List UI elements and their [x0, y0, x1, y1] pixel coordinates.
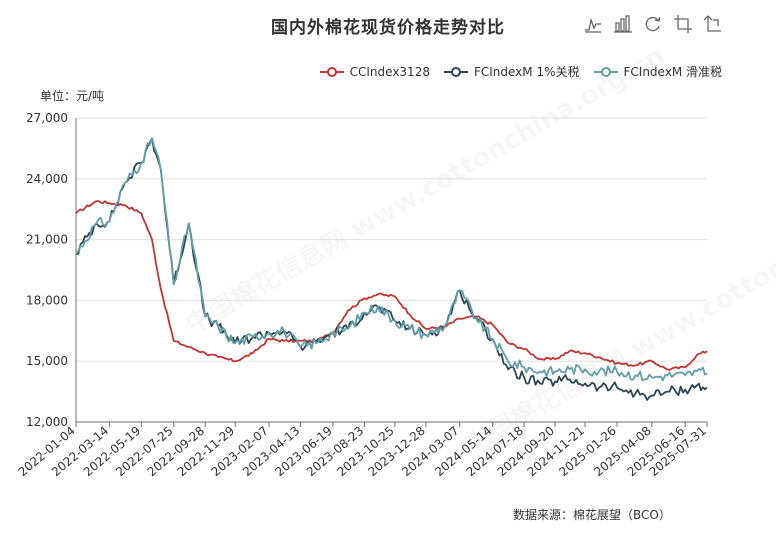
- legend-item-fcindex-sliding[interactable]: FCIndexM 滑准税: [593, 63, 723, 80]
- line-chart-icon[interactable]: [583, 14, 603, 34]
- legend: CCIndex3128 FCIndexM 1%关税 FCIndexM 滑准税: [319, 63, 723, 80]
- y-axis-unit-label: 单位：元/吨: [40, 89, 105, 103]
- legend-label-ccindex: CCIndex3128: [349, 64, 430, 79]
- legend-swatch-fcindex-sliding: [593, 66, 618, 77]
- crop-icon[interactable]: [673, 14, 693, 34]
- toolbox: [583, 14, 723, 34]
- legend-swatch-ccindex: [319, 66, 344, 77]
- refresh-icon[interactable]: [643, 14, 663, 34]
- source-text: 数据来源：棉花展望（BCO）: [513, 508, 671, 522]
- legend-item-ccindex[interactable]: CCIndex3128: [319, 63, 430, 80]
- series-line: [75, 200, 708, 371]
- legend-swatch-fcindex-1pct: [443, 66, 468, 77]
- y-tick-label: 21,000: [26, 233, 68, 247]
- y-tick-label: 15,000: [26, 354, 68, 368]
- chart-title: 国内外棉花现货价格走势对比: [271, 18, 505, 38]
- y-tick-label: 24,000: [26, 172, 68, 186]
- y-tick-label: 18,000: [26, 293, 68, 307]
- series-line: [75, 137, 708, 382]
- legend-label-fcindex-1pct: FCIndexM 1%关税: [473, 65, 580, 79]
- bar-chart-icon[interactable]: [613, 14, 633, 34]
- y-tick-label: 27,000: [26, 111, 68, 125]
- legend-label-fcindex-sliding: FCIndexM 滑准税: [623, 65, 723, 79]
- legend-item-fcindex-1pct[interactable]: FCIndexM 1%关税: [443, 63, 580, 80]
- y-tick-label: 12,000: [26, 415, 68, 429]
- undo-icon[interactable]: [703, 14, 723, 34]
